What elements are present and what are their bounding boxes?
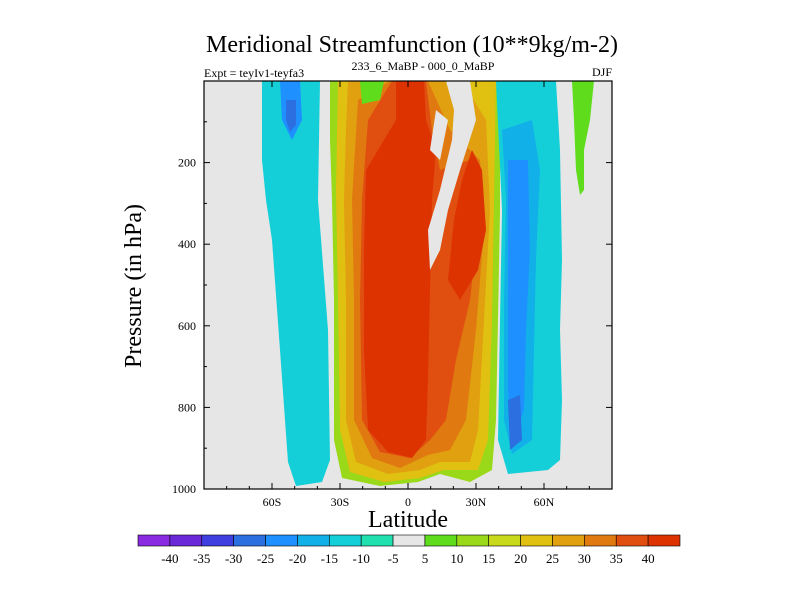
y-tick-label: 400 — [178, 237, 196, 251]
colorbar-label: 35 — [610, 551, 623, 566]
colorbar-swatch — [647, 534, 681, 547]
colorbar-swatch — [265, 534, 298, 547]
contour-top-green — [360, 81, 384, 104]
x-tick-label: 60S — [263, 495, 282, 509]
colorbar-swatch — [456, 534, 490, 547]
colorbar-label: -5 — [388, 551, 399, 566]
colorbar-label: 10 — [450, 551, 463, 566]
colorbar-label: -30 — [225, 551, 242, 566]
colorbar-swatch — [488, 534, 521, 547]
contour-zero-wedge — [428, 81, 476, 270]
colorbar: -40 -35 -30 -25 -20 -15 -10 -5 5 10 15 20 25 30 35 40 — [137, 534, 681, 566]
colorbar-swatch — [360, 534, 394, 547]
contour-nh-negative-core — [508, 395, 522, 450]
colorbar-swatch — [584, 534, 617, 547]
season-label: DJF — [592, 65, 612, 79]
colorbar-swatch — [233, 534, 266, 547]
colorbar-label: 40 — [642, 551, 655, 566]
y-tick-label: 600 — [178, 319, 196, 333]
colorbar-swatch — [137, 534, 171, 547]
colorbar-swatch — [424, 534, 458, 547]
x-tick-label: 60N — [534, 495, 555, 509]
y-tick-label: 800 — [178, 400, 196, 414]
contour-positive-nh-lobe — [448, 150, 486, 300]
y-tick-label: 1000 — [172, 482, 196, 496]
colorbar-label: 30 — [578, 551, 591, 566]
colorbar-label: -35 — [193, 551, 210, 566]
colorbar-swatch — [392, 534, 426, 547]
y-axis-title: Pressure (in hPa) — [121, 204, 147, 368]
colorbar-swatch — [328, 534, 362, 547]
colorbar-label: -40 — [161, 551, 178, 566]
x-tick-label: 30S — [331, 495, 350, 509]
colorbar-swatch — [552, 534, 585, 547]
contour-field — [262, 81, 594, 486]
colorbar-label: 20 — [514, 551, 527, 566]
period-label: 233_6_MaBP - 000_0_MaBP — [352, 59, 495, 73]
contour-zero-patch — [430, 110, 448, 160]
colorbar-swatch — [169, 534, 203, 547]
colorbar-label: 15 — [482, 551, 495, 566]
contour-positive-core — [364, 81, 436, 458]
x-axis-title: Latitude — [368, 507, 448, 533]
colorbar-label: 5 — [422, 551, 429, 566]
colorbar-label: -10 — [353, 551, 370, 566]
contour-nh-positive-patch — [572, 81, 594, 195]
contour-sh-negative-core — [286, 100, 296, 132]
colorbar-label: -25 — [257, 551, 274, 566]
colorbar-swatch — [520, 534, 553, 547]
colorbar-label: 25 — [546, 551, 559, 566]
experiment-label: Expt = teyIv1-teyfa3 — [204, 66, 304, 80]
x-tick-label: 0 — [405, 495, 411, 509]
x-tick-label: 30N — [466, 495, 487, 509]
plot-area — [203, 80, 613, 490]
colorbar-label: -15 — [321, 551, 338, 566]
y-tick-label: 200 — [178, 156, 196, 170]
x-axis: 60S 30S 0 30N 60N — [226, 81, 590, 509]
chart-title: Meridional Streamfunction (10**9kg/m-2) — [206, 32, 618, 58]
colorbar-swatch — [201, 534, 234, 547]
colorbar-swatch — [297, 534, 330, 547]
contour-nh-negative-inner — [508, 160, 530, 440]
colorbar-swatch — [615, 534, 649, 547]
contour-sh-negative-outer — [262, 81, 330, 486]
colorbar-label: -20 — [289, 551, 306, 566]
y-axis: 200 400 600 800 1000 — [172, 121, 612, 496]
